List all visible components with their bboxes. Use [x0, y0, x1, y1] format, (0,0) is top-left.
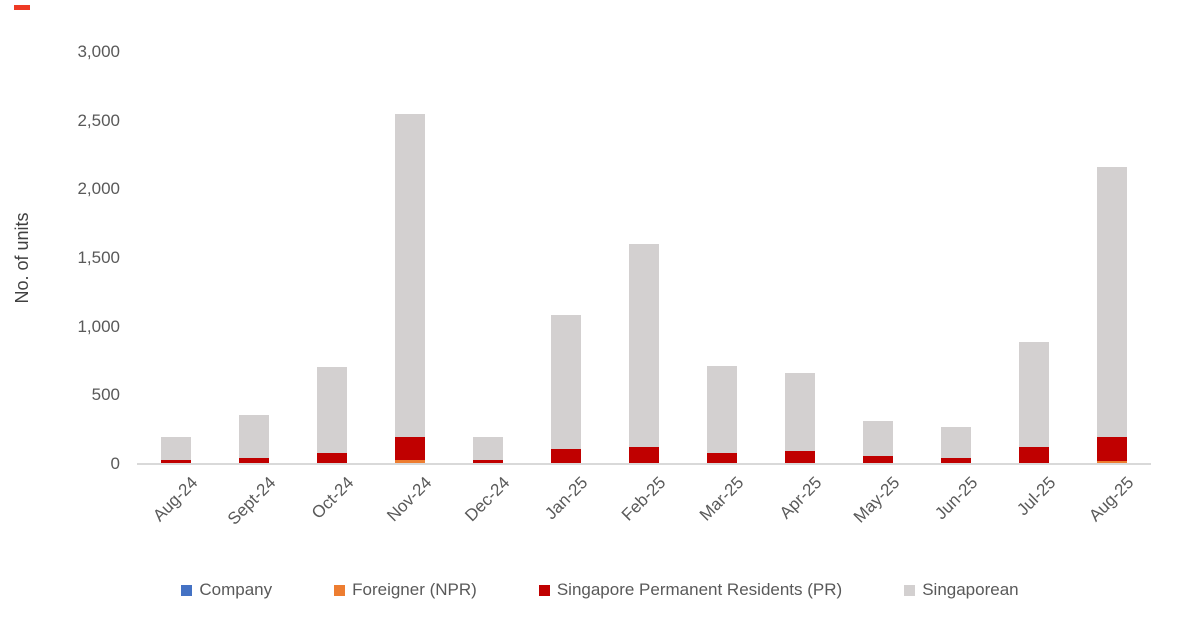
bar-segment: [707, 452, 737, 464]
x-tick-label: Jan-25: [541, 473, 592, 524]
legend: Company Foreigner (NPR) Singapore Permanen…: [0, 580, 1200, 600]
y-tick-label: 1,000: [77, 316, 120, 336]
y-tick-label: 1,500: [77, 248, 120, 267]
bar-segment: [161, 436, 191, 461]
bar-slot-apr-25: [761, 52, 839, 464]
bar-slot-sept-24: [215, 52, 293, 464]
stacked-bar-aug-24: [161, 436, 191, 464]
stacked-bar-mar-25: [707, 365, 737, 464]
screen-record-red-dash: [14, 5, 30, 10]
bar-segment: [551, 315, 581, 450]
bar-segment: [395, 436, 425, 460]
x-tick-label: Apr-25: [775, 473, 826, 523]
x-tick-label: Oct-24: [307, 473, 358, 523]
stacked-bar-may-25: [863, 421, 893, 464]
x-axis-line: [137, 463, 1151, 465]
bar-segment: [1097, 436, 1127, 461]
bar-segment: [1019, 446, 1049, 464]
bar-slot-aug-24: [137, 52, 215, 464]
legend-swatch-icon: [904, 584, 916, 596]
bar-segment: [941, 427, 971, 459]
bar-segment: [239, 458, 269, 464]
legend-label: Singaporean: [922, 580, 1019, 599]
y-tick-label: 2,500: [77, 110, 120, 130]
stacked-bar-jul-25: [1019, 342, 1049, 464]
x-tick-label: Mar-25: [695, 473, 748, 525]
bar-segment: [629, 447, 659, 464]
bar-segment: [317, 366, 347, 454]
legend-swatch-icon: [181, 584, 193, 596]
x-tick-label: Nov-24: [383, 473, 436, 526]
legend-item: Singaporean: [904, 580, 1019, 600]
bar-slot-feb-25: [605, 52, 683, 464]
bar-segment: [1019, 342, 1049, 447]
bar-segment: [473, 460, 503, 464]
stacked-bar-sept-24: [239, 415, 269, 464]
legend-item: Foreigner (NPR): [334, 580, 477, 600]
bar-slot-oct-24: [293, 52, 371, 464]
stacked-bar-oct-24: [317, 366, 347, 464]
x-tick-label: Feb-25: [617, 473, 670, 525]
stacked-bar-apr-25: [785, 373, 815, 464]
bar-slot-jan-25: [527, 52, 605, 464]
stacked-bar-feb-25: [629, 244, 659, 464]
bar-slot-jun-25: [917, 52, 995, 464]
bar-segment: [863, 456, 893, 464]
bar-slot-jul-25: [995, 52, 1073, 464]
stacked-bar-jun-25: [941, 427, 971, 464]
legend-swatch-icon: [538, 584, 550, 596]
bar-slot-may-25: [839, 52, 917, 464]
bar-segment: [395, 459, 425, 464]
bar-slot-aug-25: [1073, 52, 1151, 464]
x-tick-label: Jul-25: [1013, 473, 1060, 520]
bar-segment: [629, 244, 659, 448]
bar-slot-dec-24: [449, 52, 527, 464]
bar-segment: [161, 460, 191, 464]
stacked-bar-nov-24: [395, 113, 425, 464]
bar-segment: [785, 451, 815, 464]
bar-segment: [785, 373, 815, 452]
bar-segment: [1097, 460, 1127, 464]
plot-area: [137, 52, 1151, 464]
x-tick-label: Dec-24: [461, 473, 514, 526]
x-tick-label: May-25: [849, 473, 904, 527]
bar-segment: [941, 458, 971, 464]
y-tick-label: 500: [91, 385, 120, 405]
legend-item: Company: [181, 580, 272, 600]
x-tick-label: Aug-25: [1085, 473, 1138, 526]
x-tick-label: Jun-25: [931, 473, 982, 524]
legend-label: Company: [199, 580, 273, 599]
bar-slot-nov-24: [371, 52, 449, 464]
y-tick-label: 2,000: [77, 179, 120, 199]
bar-segment: [239, 415, 269, 459]
legend-label: Singapore Permanent Residents (PR): [556, 580, 843, 599]
stacked-bar-dec-24: [473, 436, 503, 464]
bar-segment: [317, 453, 347, 464]
legend-item: Singapore Permanent Residents (PR): [538, 580, 843, 600]
bars-container: [137, 52, 1151, 464]
bar-segment: [473, 436, 503, 461]
bar-segment: [395, 113, 425, 437]
legend-label: Foreigner (NPR): [352, 580, 477, 599]
y-tick-label: 3,000: [77, 42, 120, 61]
stacked-bar-jan-25: [551, 315, 581, 464]
x-tick-label: Sept-24: [223, 473, 280, 529]
y-tick-label: 0: [110, 454, 120, 473]
bar-slot-mar-25: [683, 52, 761, 464]
stacked-bar-aug-25: [1097, 167, 1127, 464]
bar-segment: [863, 421, 893, 457]
x-tick-label: Aug-24: [149, 473, 202, 526]
bar-segment: [707, 365, 737, 453]
bar-segment: [1097, 167, 1127, 437]
legend-swatch-icon: [334, 584, 346, 596]
bar-segment: [551, 449, 581, 464]
